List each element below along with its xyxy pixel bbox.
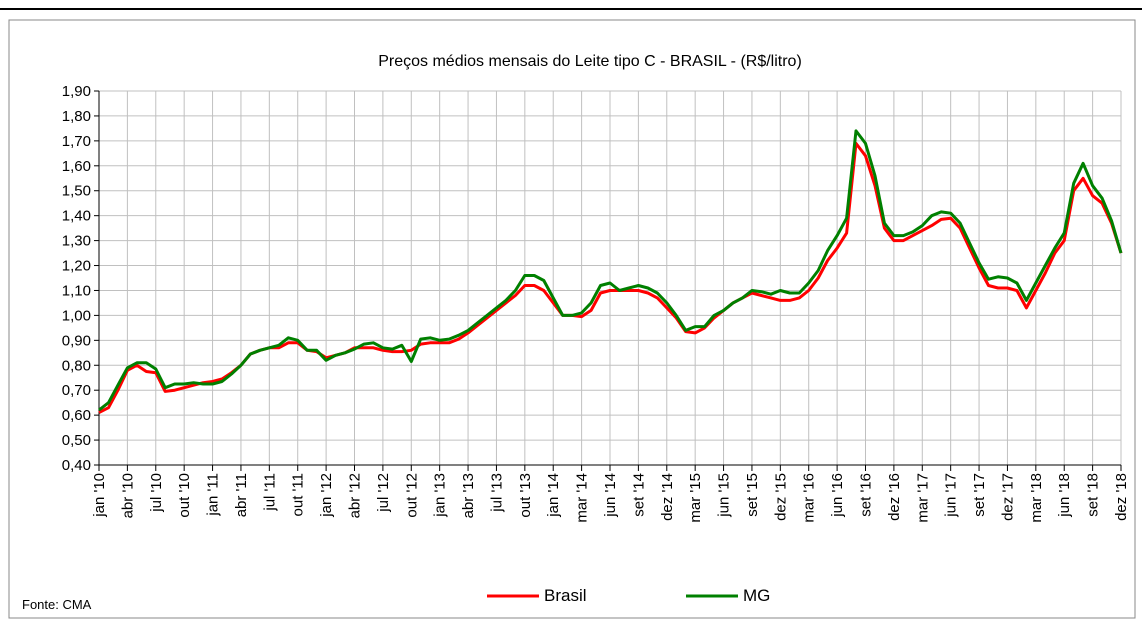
x-tick-label: jun '18 — [1056, 473, 1073, 518]
x-tick-label: jul '13 — [488, 473, 505, 513]
chart-title: Preços médios mensais do Leite tipo C - … — [378, 53, 802, 70]
x-tick-label: set '15 — [744, 473, 761, 517]
y-tick-label: 1,20 — [62, 258, 91, 275]
x-tick-label: dez '15 — [772, 473, 789, 521]
y-tick-label: 0,90 — [62, 332, 91, 349]
y-tick-label: 1,50 — [62, 183, 91, 200]
y-tick-label: 1,40 — [62, 208, 91, 225]
x-tick-label: set '17 — [971, 473, 988, 517]
x-tick-label: mar '18 — [1028, 473, 1045, 523]
x-tick-label: abr '13 — [460, 473, 477, 518]
y-tick-label: 0,80 — [62, 357, 91, 374]
y-tick-label: 0,40 — [62, 457, 91, 474]
source-note: Fonte: CMA — [22, 597, 92, 612]
x-tick-label: dez '14 — [659, 473, 676, 521]
x-tick-label: jun '16 — [829, 473, 846, 518]
x-tick-label: abr '11 — [233, 473, 250, 517]
legend-label: MG — [743, 586, 770, 605]
x-tick-label: jun '14 — [602, 473, 619, 518]
y-tick-label: 1,30 — [62, 233, 91, 250]
y-tick-label: 0,60 — [62, 407, 91, 424]
x-tick-label: jan '14 — [545, 473, 562, 518]
x-tick-label: dez '16 — [886, 473, 903, 521]
x-tick-label: mar '17 — [914, 473, 931, 523]
x-tick-label: jul '10 — [148, 473, 165, 513]
y-tick-label: 1,90 — [62, 83, 91, 100]
x-tick-label: jun '15 — [716, 473, 733, 518]
y-tick-label: 1,10 — [62, 282, 91, 299]
x-tick-label: jan '11 — [205, 473, 222, 517]
x-tick-label: jan '13 — [432, 473, 449, 518]
x-tick-label: abr '10 — [119, 473, 136, 518]
x-tick-label: dez '17 — [999, 473, 1016, 521]
series-line — [98, 129, 1123, 412]
x-tick-label: set '16 — [858, 473, 875, 517]
x-tick-label: set '18 — [1085, 473, 1102, 517]
x-tick-label: jun '17 — [943, 473, 960, 518]
x-tick-label: out '13 — [517, 473, 534, 518]
x-tick-label: jul '11 — [261, 473, 278, 512]
y-tick-label: 1,00 — [62, 307, 91, 324]
y-tick-label: 1,70 — [62, 133, 91, 150]
y-tick-label: 1,80 — [62, 108, 91, 125]
y-tick-label: 0,50 — [62, 432, 91, 449]
x-tick-label: set '14 — [630, 473, 647, 517]
x-tick-label: out '12 — [403, 473, 420, 518]
legend-label: Brasil — [544, 586, 587, 605]
chart-frame — [8, 19, 1136, 619]
x-tick-label: mar '14 — [574, 473, 591, 523]
x-tick-label: jan '10 — [91, 473, 108, 518]
x-tick-label: out '11 — [290, 473, 307, 516]
x-tick-label: jan '12 — [318, 473, 335, 518]
x-tick-label: mar '16 — [801, 473, 818, 523]
x-tick-label: abr '12 — [347, 473, 364, 518]
x-tick-label: out '10 — [176, 473, 193, 518]
y-tick-label: 1,60 — [62, 158, 91, 175]
x-tick-label: dez '18 — [1113, 473, 1130, 521]
x-tick-label: jul '12 — [375, 473, 392, 513]
y-tick-label: 0,70 — [62, 382, 91, 399]
x-tick-label: mar '15 — [687, 473, 704, 523]
